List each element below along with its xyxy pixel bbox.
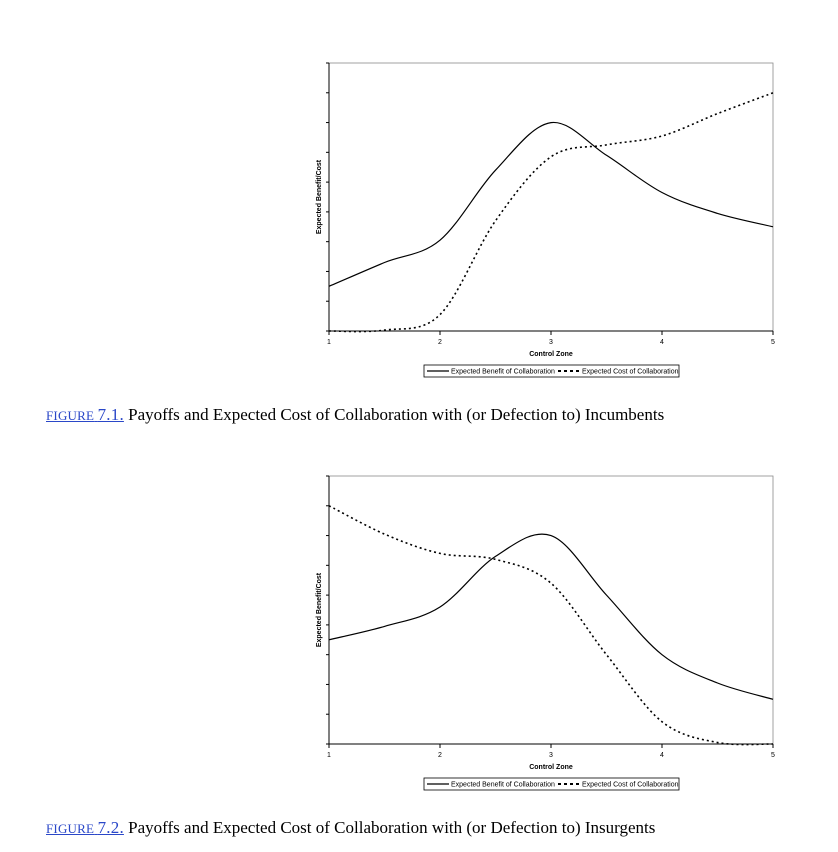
x-tick-label: 3 (549, 752, 553, 759)
x-tick-label: 4 (660, 752, 664, 759)
x-tick-label: 3 (549, 339, 553, 346)
chart-7-2-svg: 1 2 3 4 5 Control Zone Expected Benefit/Cost Ex… (316, 475, 775, 791)
series-line-expected-cost (328, 92, 774, 333)
figure-7-1-caption: FIGURE 7.1. Payoffs and Expected Cost of… (46, 405, 664, 425)
legend-entry-label: Expected Benefit of Collaboration (451, 369, 555, 376)
x-tick-label: 4 (660, 339, 664, 346)
plot-area-frame (328, 62, 774, 332)
legend-box (423, 364, 680, 378)
x-axis-title: Control Zone (529, 351, 573, 358)
legend: Expected Benefit of Collaboration Expecte… (423, 777, 680, 791)
x-tick-label: 1 (327, 339, 331, 346)
legend-entry-label: Expected Cost of Collaboration (582, 782, 679, 789)
chart-7-1-svg: 1 2 3 4 5 Control Zone Expected Benefit/Cost Ex… (316, 62, 775, 378)
x-tick-label: 5 (771, 752, 775, 759)
series-line-expected-benefit (328, 533, 774, 700)
legend-box (423, 777, 680, 791)
figure-7-2-caption-text: Payoffs and Expected Cost of Collaborati… (123, 818, 656, 837)
chart-figure-7-1: 1 2 3 4 5 Control Zone Expected Benefit/Cost Ex… (0, 0, 838, 400)
x-tick-label: 2 (438, 339, 442, 346)
x-tick-label: 1 (327, 752, 331, 759)
legend: Expected Benefit of Collaboration Expecte… (423, 364, 680, 378)
figure-7-2-caption: FIGURE 7.2. Payoffs and Expected Cost of… (46, 818, 655, 838)
legend-entry-label: Expected Cost of Collaboration (582, 369, 679, 376)
x-tick-label: 2 (438, 752, 442, 759)
figure-7-1-link[interactable]: FIGURE 7.1. (46, 405, 124, 424)
plot-area-frame (328, 475, 774, 745)
legend-entry-label: Expected Benefit of Collaboration (451, 782, 555, 789)
series-line-expected-benefit (328, 121, 774, 287)
figure-7-2-link[interactable]: FIGURE 7.2. (46, 818, 124, 837)
chart-figure-7-2: 1 2 3 4 5 Control Zone Expected Benefit/Cost Ex… (0, 413, 838, 813)
x-axis-title: Control Zone (529, 764, 573, 771)
x-tick-label: 5 (771, 339, 775, 346)
y-axis-title: Expected Benefit/Cost (316, 159, 323, 234)
series-line-expected-cost (328, 505, 774, 746)
y-axis-title: Expected Benefit/Cost (316, 572, 323, 647)
figure-7-1-caption-text: Payoffs and Expected Cost of Collaborati… (123, 405, 665, 424)
